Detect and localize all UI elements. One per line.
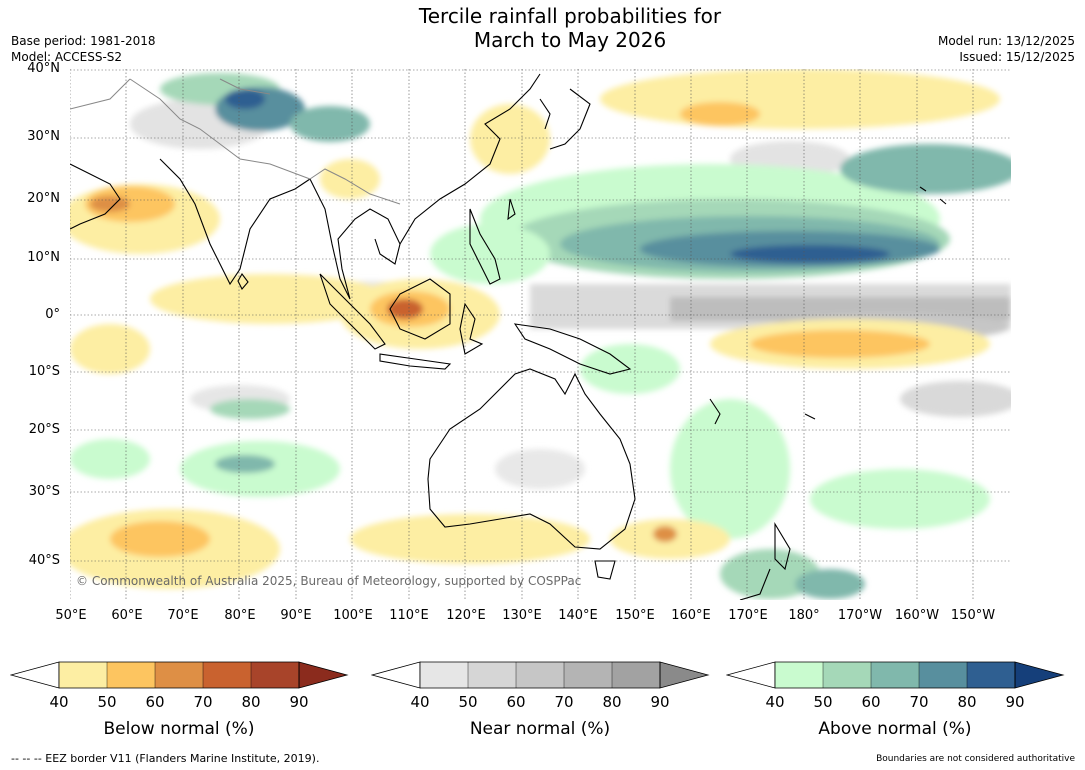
near-tick-50: 50: [458, 693, 478, 711]
above-tick-90: 90: [1005, 693, 1025, 711]
lat-label-10n: 10°N: [27, 250, 60, 265]
colorbar-above-seg-2: [823, 662, 871, 688]
lon-label-90e: 90°E: [280, 608, 312, 623]
model-name: Model: ACCESS-S2: [11, 50, 123, 64]
lat-label-30n: 30°N: [27, 129, 60, 144]
lon-label-130e: 130°E: [502, 608, 542, 623]
lat-label-30s: 30°S: [28, 484, 60, 499]
lon-label-50e: 50°E: [55, 608, 87, 623]
lon-label-120e: 120°E: [446, 608, 486, 623]
near-tick-40: 40: [410, 693, 430, 711]
colorbar-above-title: Above normal (%): [818, 719, 972, 739]
lat-label-0: 0°: [45, 307, 60, 322]
above-tick-40: 40: [765, 693, 785, 711]
lon-label-150w: 150°W: [950, 608, 996, 623]
colorbar-above-seg-0: [726, 661, 776, 689]
below-tick-40: 40: [49, 693, 69, 711]
lon-label-170e: 170°E: [728, 608, 768, 623]
near-tick-80: 80: [602, 693, 622, 711]
lat-label-20n: 20°N: [27, 191, 60, 206]
lon-label-180: 180°: [788, 608, 820, 623]
probability-map: [70, 69, 1011, 600]
graticule: [70, 69, 1011, 600]
borders: [70, 78, 401, 205]
colorbar-above-seg-6: [1014, 661, 1065, 689]
colorbar-below-seg-1: [59, 662, 107, 688]
colorbar-near-seg-6: [659, 661, 710, 689]
colorbar-near: [371, 661, 710, 689]
boundaries-disclaimer: Boundaries are not considered authoritat…: [876, 754, 1075, 764]
colorbar-near-title: Near normal (%): [469, 719, 611, 739]
lon-label-100e: 100°E: [333, 608, 373, 623]
meta-right: Model run: 13/12/2025 Issued: 15/12/2025: [938, 33, 1075, 65]
lon-label-60e: 60°E: [111, 608, 143, 623]
lon-label-80e: 80°E: [224, 608, 256, 623]
model-run: Model run: 13/12/2025: [937, 34, 1075, 48]
lon-label-140e: 140°E: [558, 608, 598, 623]
below-tick-80: 80: [241, 693, 261, 711]
colorbar-near-seg-5: [612, 662, 660, 688]
colorbar-above-seg-3: [871, 662, 919, 688]
eez-border-note: -- -- -- EEZ border V11 (Flanders Marine…: [11, 752, 320, 765]
colorbar-below-seg-6: [298, 661, 349, 689]
title-line-1: Tercile rainfall probabilities for: [418, 4, 722, 28]
lat-label-10s: 10°S: [28, 364, 60, 379]
lon-label-110e: 110°E: [389, 608, 429, 623]
issued-date: Issued: 15/12/2025: [959, 50, 1075, 64]
below-tick-50: 50: [97, 693, 117, 711]
above-tick-80: 80: [957, 693, 977, 711]
colorbar-near-seg-1: [420, 662, 468, 688]
copyright-notice: © Commonwealth of Australia 2025, Bureau…: [76, 574, 582, 588]
lat-label-20s: 20°S: [28, 422, 60, 437]
colorbar-above-seg-5: [967, 662, 1015, 688]
lon-label-70e: 70°E: [167, 608, 199, 623]
map-canvas: [70, 69, 1011, 600]
colorbar-near-seg-4: [564, 662, 612, 688]
colorbar-near-seg-2: [468, 662, 516, 688]
below-tick-70: 70: [193, 693, 213, 711]
lat-label-40n: 40°N: [27, 61, 60, 76]
below-tick-90: 90: [289, 693, 309, 711]
base-period: Base period: 1981-2018: [11, 34, 156, 48]
colorbar-above-seg-1: [775, 662, 823, 688]
colorbar-below-seg-2: [107, 662, 155, 688]
near-tick-90: 90: [650, 693, 670, 711]
below-tick-60: 60: [145, 693, 165, 711]
colorbar-below-seg-4: [203, 662, 251, 688]
lon-label-160w: 160°W: [894, 608, 940, 623]
lon-label-160e: 160°E: [671, 608, 711, 623]
colorbar-below-seg-3: [155, 662, 203, 688]
title-line-2: March to May 2026: [473, 28, 667, 52]
colorbar-above: [726, 661, 1065, 689]
near-tick-60: 60: [506, 693, 526, 711]
colorbar-below-title: Below normal (%): [103, 719, 255, 739]
colorbar-above-seg-4: [919, 662, 967, 688]
above-tick-70: 70: [909, 693, 929, 711]
colorbar-below-seg-5: [251, 662, 299, 688]
coastlines: [70, 73, 947, 600]
above-tick-50: 50: [813, 693, 833, 711]
colorbar-near-seg-3: [516, 662, 564, 688]
colorbar-below: [10, 661, 349, 689]
near-tick-70: 70: [554, 693, 574, 711]
lon-label-150e: 150°E: [615, 608, 655, 623]
lon-label-170w: 170°W: [837, 608, 883, 623]
map-title: Tercile rainfall probabilities for March…: [340, 4, 800, 52]
colorbar-near-seg-0: [371, 661, 421, 689]
colorbar-below-seg-0: [10, 661, 60, 689]
meta-left: Base period: 1981-2018 Model: ACCESS-S2: [11, 33, 156, 65]
lat-label-40s: 40°S: [28, 553, 60, 568]
above-tick-60: 60: [861, 693, 881, 711]
